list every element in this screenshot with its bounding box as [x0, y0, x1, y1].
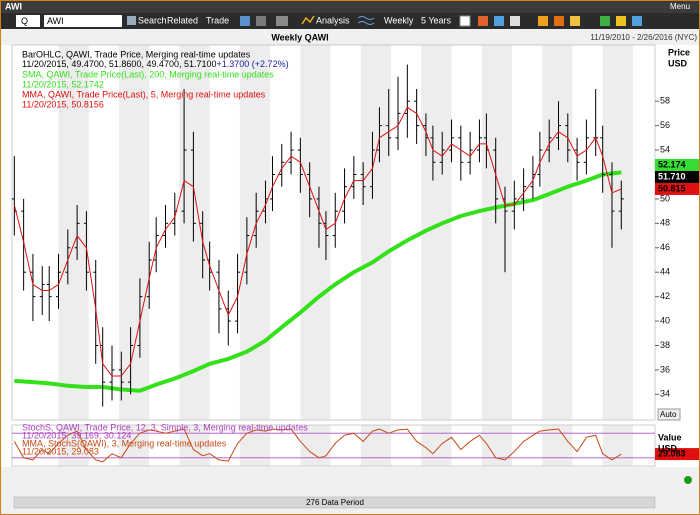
- tool-icon[interactable]: [538, 16, 548, 26]
- legend-text: 11/20/2015, 39.169, 30.124: [22, 430, 131, 440]
- symbol-input[interactable]: [44, 15, 122, 27]
- price-axis-unit: USD: [668, 58, 688, 68]
- y-tick-label: 36: [660, 364, 670, 374]
- tool-icon[interactable]: [494, 16, 504, 26]
- quarter-band: [360, 45, 392, 420]
- legend-text: StochS, QAWI, Trade Price, 12, 3, Simple…: [22, 422, 308, 432]
- chart-title: Weekly QAWI: [271, 32, 328, 42]
- analysis-icon: [301, 15, 315, 25]
- series-line: [14, 170, 622, 393]
- legend-text: 11/20/2015, 52.1742: [22, 79, 104, 89]
- date-range: 11/19/2010 - 2/26/2016 (NYC): [590, 33, 697, 42]
- value-flag: [655, 448, 699, 461]
- toolbar: [0, 13, 700, 29]
- tool-icon[interactable]: [478, 16, 488, 26]
- legend-text: 11/20/2015, 29.083: [22, 446, 99, 456]
- quarter-band: [542, 425, 573, 466]
- quarter-band: [239, 45, 271, 420]
- title-bar: [0, 0, 700, 13]
- readout-values: 11/20/2015, 49.4700, 51.8600, 49.4700, 5…: [22, 59, 217, 69]
- analysis-button[interactable]: Analysis: [316, 15, 350, 25]
- y-tick-label: 40: [660, 315, 670, 325]
- y-tick-label: 44: [660, 267, 670, 277]
- value-flag-label: 52.174: [658, 159, 686, 169]
- quarter-band: [481, 425, 512, 466]
- value-flag: [655, 158, 699, 171]
- undo-icon[interactable]: [240, 16, 250, 26]
- range-button[interactable]: 5 Years: [421, 15, 452, 25]
- y-tick-label: 48: [660, 218, 670, 228]
- value-flag: [655, 170, 699, 183]
- tool-icon[interactable]: [616, 16, 626, 26]
- quarter-band: [179, 425, 210, 466]
- quarter-band: [360, 425, 392, 466]
- value-flag-label: 29.083: [658, 448, 686, 458]
- y-tick-label: 46: [660, 242, 670, 252]
- quarter-band: [421, 425, 452, 466]
- related-button[interactable]: Related: [167, 15, 198, 25]
- tool-icon[interactable]: [600, 16, 610, 26]
- legend-text: MMA, StochS(QAWI), 3, Merging real-time …: [22, 438, 227, 448]
- tool-icon[interactable]: [554, 16, 564, 26]
- search-button[interactable]: Search: [138, 15, 167, 25]
- price-axis-label: Price: [668, 47, 690, 57]
- trade-button[interactable]: Trade: [206, 15, 229, 25]
- period-button[interactable]: Weekly: [384, 15, 414, 25]
- y-tick-label: 34: [660, 389, 670, 399]
- quarter-band: [239, 425, 271, 466]
- chart-header: [0, 29, 700, 45]
- symbol-type[interactable]: Q: [21, 16, 28, 26]
- tool-icon[interactable]: [510, 16, 520, 26]
- quarter-band: [542, 45, 573, 420]
- tool-icon[interactable]: [459, 15, 471, 27]
- search-icon: [127, 16, 136, 25]
- legend-text: BarOHLC, QAWI, Trade Price, Merging real…: [22, 49, 251, 59]
- readout-change: +1.3700 (+2.72%): [217, 59, 289, 69]
- plot-layer: Q1Q2Q3Q4Q1Q2Q3Q4Q1Q2Q3Q4Q1Q2Q3Q4Q1Q2Q3Q4…: [11, 45, 699, 495]
- y-tick-label: 50: [660, 193, 670, 203]
- legend-text: MMA, QAWI, Trade Price(Last), 5, Merging…: [22, 89, 266, 99]
- quarter-band: [300, 425, 331, 466]
- series-line: [13, 106, 622, 377]
- status-dot: [684, 476, 692, 484]
- symbol[interactable]: AWI: [47, 16, 64, 26]
- tool-icon[interactable]: [632, 16, 642, 26]
- folder-icon[interactable]: [276, 16, 288, 26]
- refresh-icon[interactable]: [256, 16, 266, 26]
- y-tick-label: 38: [660, 340, 670, 350]
- data-period: 276 Data Period: [306, 498, 364, 507]
- legend-readout: 11/20/2015, 49.4700, 51.8600, 49.4700, 5…: [22, 59, 289, 69]
- tool-icon[interactable]: [570, 16, 580, 26]
- menu-button[interactable]: Menu: [670, 2, 690, 11]
- scrollbar[interactable]: [13, 496, 656, 509]
- auto-label[interactable]: Auto: [660, 410, 677, 419]
- quarter-band: [118, 45, 150, 420]
- series-line: [13, 428, 622, 463]
- legend-text: SMA, QAWI, Trade Price(Last), 200, Mergi…: [22, 69, 274, 79]
- value-axis-unit: USD: [658, 443, 678, 453]
- window-title: AWI: [5, 1, 22, 11]
- value-flag: [655, 182, 699, 195]
- legend-text: 11/20/2015, 50.8156: [22, 99, 104, 109]
- y-tick-label: 56: [660, 120, 670, 130]
- quarter-band: [602, 45, 633, 420]
- value-flag-label: 51.710: [658, 171, 686, 181]
- quarter-band: [481, 45, 512, 420]
- y-tick-label: 54: [660, 144, 670, 154]
- y-tick-label: 58: [660, 96, 670, 106]
- value-axis-label: Value: [658, 432, 682, 442]
- value-flag-label: 50.815: [658, 183, 686, 193]
- quarter-band: [58, 45, 89, 420]
- tool-icons: [459, 15, 642, 27]
- y-tick-label: 42: [660, 291, 670, 301]
- studies-icon[interactable]: [357, 16, 375, 25]
- symbol-type-box[interactable]: [16, 15, 40, 27]
- quarter-band: [602, 425, 633, 466]
- auto-button[interactable]: [657, 408, 681, 421]
